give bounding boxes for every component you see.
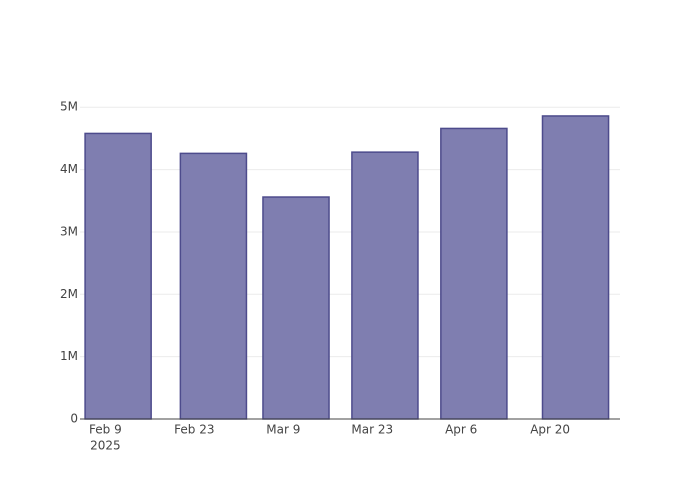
x-year-label: 2025 bbox=[90, 439, 121, 453]
x-tick-label: Mar 9 bbox=[266, 423, 300, 437]
bar bbox=[440, 127, 508, 420]
y-tick-label: 4M bbox=[60, 162, 78, 176]
y-tick-label: 0 bbox=[70, 412, 78, 426]
bar bbox=[179, 152, 248, 420]
y-tick-label: 1M bbox=[60, 349, 78, 363]
bar bbox=[262, 196, 330, 420]
x-tick-label: Apr 20 bbox=[530, 423, 570, 437]
bar bbox=[541, 115, 610, 420]
x-tick-label: Feb 23 bbox=[174, 423, 214, 437]
bar bbox=[84, 132, 152, 420]
y-tick-label: 5M bbox=[60, 100, 78, 114]
x-tick-label: Mar 23 bbox=[351, 423, 393, 437]
y-tick-label: 3M bbox=[60, 224, 78, 238]
y-tick-label: 2M bbox=[60, 287, 78, 301]
x-tick-label: Apr 6 bbox=[445, 423, 477, 437]
bar bbox=[351, 151, 419, 420]
x-tick-label: Feb 9 bbox=[89, 423, 122, 437]
